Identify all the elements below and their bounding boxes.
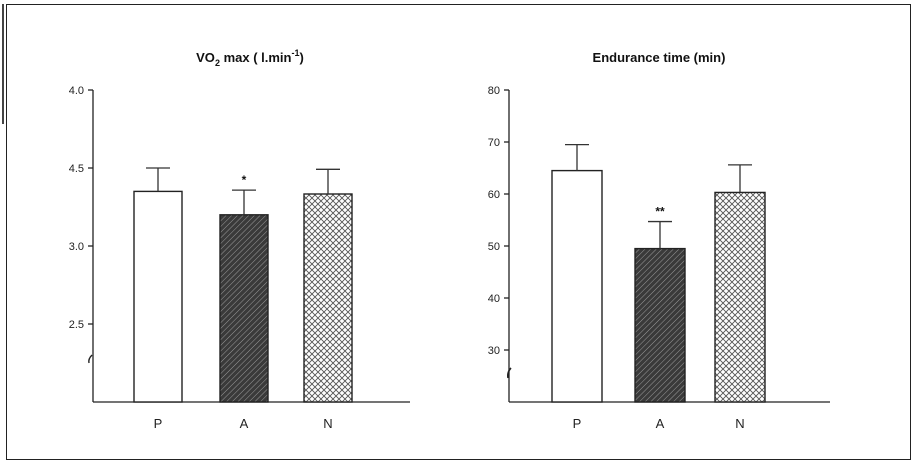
axis-break-mark bbox=[507, 367, 512, 379]
bar-N bbox=[714, 191, 766, 403]
x-category-label: A bbox=[240, 416, 249, 431]
bar-P bbox=[133, 190, 183, 403]
x-category-label: N bbox=[735, 416, 744, 431]
bar-A bbox=[634, 247, 686, 403]
frame-edge-mark bbox=[2, 4, 4, 124]
vo2max-chart-title: VO2 max ( l.min-1) bbox=[196, 48, 304, 68]
endurance-chart-title: Endurance time (min) bbox=[593, 50, 726, 65]
vo2max-panel: VO2 max ( l.min-1) 4.0 4.5 3.0 2.5 * P A N bbox=[69, 48, 410, 431]
x-category-label: A bbox=[656, 416, 665, 431]
y-tick-label: 3.0 bbox=[69, 241, 84, 253]
vo2max-y-ticks: 4.0 4.5 3.0 2.5 bbox=[69, 85, 93, 331]
y-tick-label: 80 bbox=[488, 85, 500, 97]
endurance-panel: Endurance time (min) 80 70 60 50 40 30 ** P A N bbox=[488, 50, 830, 431]
bar-P bbox=[551, 169, 603, 403]
x-category-label: P bbox=[154, 416, 163, 431]
bar-N bbox=[303, 193, 353, 403]
endurance-y-ticks: 80 70 60 50 40 30 bbox=[488, 85, 509, 357]
y-tick-label: 2.5 bbox=[69, 319, 84, 331]
figure-frame bbox=[6, 4, 911, 460]
y-tick-label: 4.0 bbox=[69, 85, 84, 97]
x-category-label: P bbox=[573, 416, 582, 431]
y-tick-label: 4.5 bbox=[69, 163, 84, 175]
significance-marker: * bbox=[242, 173, 247, 187]
y-tick-label: 70 bbox=[488, 137, 500, 149]
y-tick-label: 40 bbox=[488, 293, 500, 305]
y-tick-label: 30 bbox=[488, 345, 500, 357]
endurance-bars: ** bbox=[551, 143, 766, 403]
bar-A bbox=[219, 214, 269, 403]
significance-marker: ** bbox=[655, 205, 665, 219]
axis-break-mark bbox=[88, 354, 93, 364]
vo2max-bars: * bbox=[133, 167, 353, 403]
y-tick-label: 60 bbox=[488, 189, 500, 201]
y-tick-label: 50 bbox=[488, 241, 500, 253]
x-category-label: N bbox=[323, 416, 332, 431]
